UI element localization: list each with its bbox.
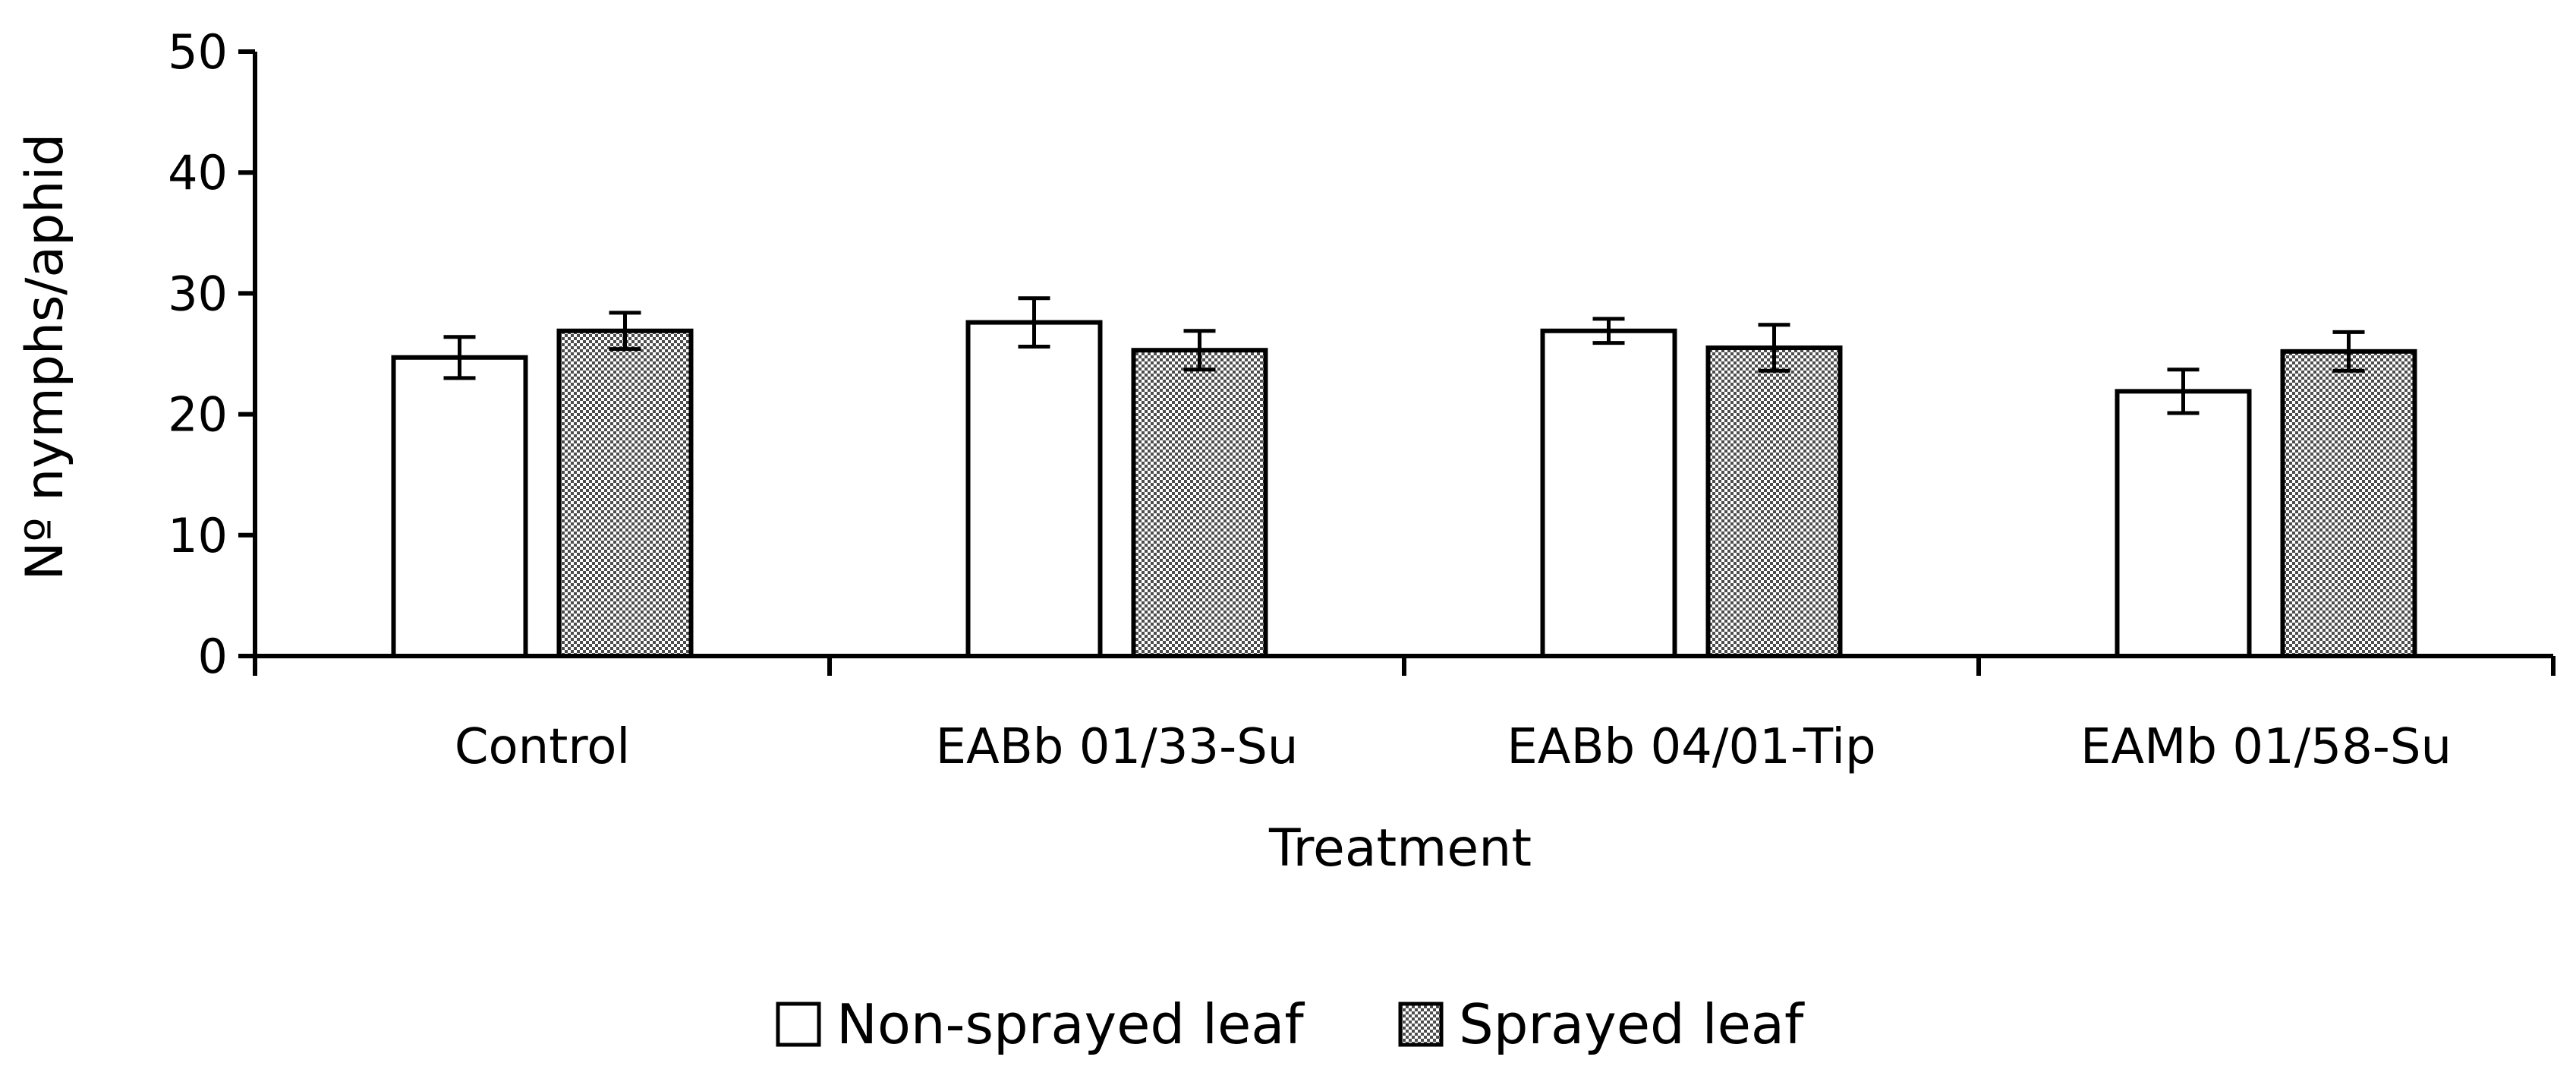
- x-tick-label: EABb 01/33-Su: [936, 719, 1299, 775]
- legend: Non-sprayed leaf Sprayed leaf: [776, 992, 1805, 1056]
- y-tick-label: 40: [168, 145, 228, 200]
- bar: [556, 328, 694, 658]
- bar: [391, 355, 528, 658]
- x-tick-label: EABb 04/01-Tip: [1507, 719, 1875, 775]
- legend-swatch: [776, 1002, 821, 1047]
- plot-area: [391, 296, 2417, 658]
- y-tick-label: 0: [198, 629, 228, 684]
- bar: [1131, 348, 1268, 658]
- y-axis-title: Nº nymphs/aphid: [15, 134, 75, 581]
- legend-swatch: [1398, 1002, 1444, 1047]
- x-tick-label: EAMb 01/58-Su: [2080, 719, 2452, 775]
- x-axis-title: Treatment: [1268, 819, 1532, 879]
- legend-label: Sprayed leaf: [1459, 992, 1805, 1056]
- bar: [1705, 345, 1843, 658]
- bar: [1540, 328, 1677, 658]
- axes: Control EABb 01/33-Su EABb 04/01-Tip EAMb 0…: [168, 24, 2556, 775]
- bar: [2115, 389, 2252, 658]
- y-tick-label: 30: [168, 266, 228, 321]
- y-tick-label: 10: [168, 508, 228, 563]
- bar: [2280, 349, 2417, 658]
- bar: [965, 320, 1103, 658]
- x-tick-label: Control: [455, 719, 630, 775]
- y-tick-label: 50: [168, 24, 228, 80]
- legend-label: Non-sprayed leaf: [836, 992, 1305, 1056]
- y-tick-label: 20: [168, 387, 228, 443]
